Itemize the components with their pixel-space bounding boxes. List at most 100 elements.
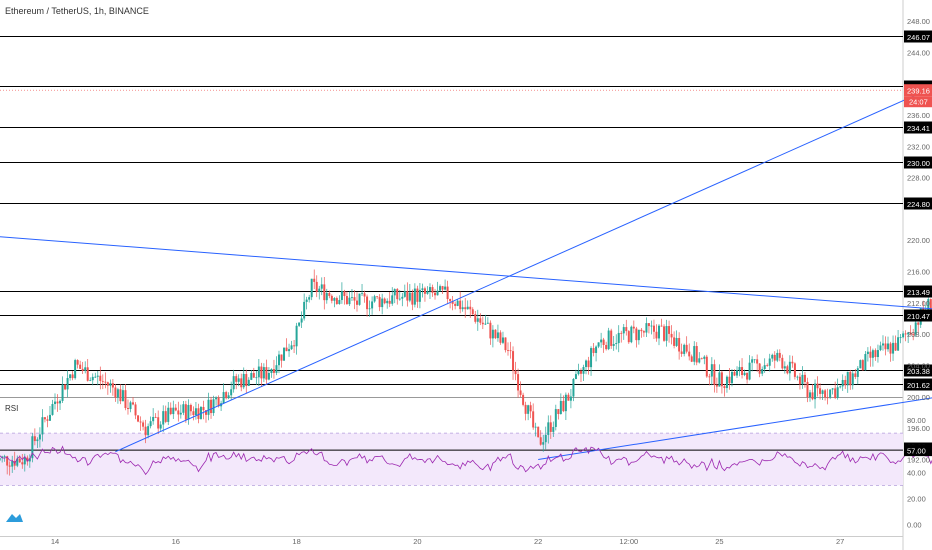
- candle: [137, 415, 140, 423]
- candle-body: [434, 292, 437, 296]
- candle-body: [164, 411, 167, 422]
- candle: [615, 334, 618, 350]
- candle: [559, 393, 562, 415]
- candle-body: [217, 397, 220, 407]
- candle: [836, 378, 839, 400]
- candle: [139, 416, 142, 431]
- price-tick-label: 236.00: [907, 111, 930, 120]
- candle: [361, 284, 364, 297]
- candle-body: [542, 442, 545, 445]
- candle: [215, 396, 218, 406]
- candle-body: [763, 365, 766, 370]
- candle: [222, 383, 225, 405]
- candle-body: [796, 376, 799, 378]
- candle: [338, 295, 341, 305]
- candle: [585, 359, 588, 375]
- candle: [36, 437, 39, 449]
- candle-body: [59, 400, 62, 404]
- candle-body: [403, 291, 406, 297]
- candle-body: [912, 333, 915, 335]
- candle-body: [809, 392, 811, 398]
- candle: [713, 359, 716, 393]
- candle-body: [660, 325, 663, 327]
- candle-body: [358, 293, 361, 305]
- candle-body: [275, 365, 278, 373]
- candle: [562, 395, 565, 413]
- candle: [325, 288, 328, 304]
- candle-body: [16, 458, 19, 466]
- candle: [391, 287, 394, 306]
- candle-body: [56, 401, 59, 404]
- candle-body: [700, 358, 703, 360]
- candle: [272, 359, 275, 379]
- candle: [149, 416, 152, 429]
- candle-body: [323, 284, 326, 301]
- candle-body: [474, 314, 477, 322]
- candle-body: [376, 296, 379, 298]
- candle-body: [356, 300, 358, 305]
- candle: [469, 299, 472, 318]
- tradingview-logo: [6, 514, 23, 522]
- candle-body: [386, 300, 389, 304]
- candle: [210, 396, 213, 419]
- level-tag-bg: [904, 364, 932, 377]
- candle-body: [758, 363, 761, 374]
- candle-body: [71, 374, 74, 379]
- candle: [134, 402, 137, 420]
- candle-body: [61, 384, 64, 401]
- candle-body: [587, 360, 590, 368]
- candle: [761, 366, 764, 377]
- candle: [610, 328, 613, 349]
- candle: [436, 281, 439, 296]
- candle: [101, 374, 104, 390]
- candle: [501, 331, 504, 345]
- candle: [499, 330, 502, 345]
- candle-body: [76, 360, 79, 365]
- candle-body: [798, 376, 801, 385]
- candle: [912, 328, 915, 341]
- candle-body: [670, 333, 673, 338]
- candle: [305, 296, 308, 310]
- candle-body: [280, 354, 283, 361]
- candle-body: [255, 377, 258, 379]
- candle-body: [182, 404, 185, 413]
- time-tick-label: 18: [292, 537, 300, 546]
- candle-body: [489, 322, 492, 339]
- candle: [637, 329, 640, 345]
- candle: [894, 335, 897, 352]
- candle-body: [26, 457, 29, 462]
- candle-body: [562, 400, 565, 412]
- candle-body: [101, 380, 104, 382]
- candle: [89, 377, 92, 382]
- candle-body: [834, 388, 837, 398]
- candle: [11, 455, 14, 473]
- candle: [371, 296, 374, 315]
- candle-body: [361, 293, 364, 295]
- candle-body: [298, 322, 301, 326]
- candle: [393, 288, 396, 304]
- candle: [796, 375, 799, 381]
- price-tick-label: 196.00: [907, 424, 930, 433]
- candle-body: [144, 426, 147, 436]
- candle: [592, 343, 595, 357]
- candle-body: [519, 390, 522, 395]
- candle: [645, 317, 648, 338]
- candle: [746, 372, 749, 384]
- candle-body: [265, 367, 268, 380]
- candle-body: [242, 373, 245, 388]
- level-tag-bg: [904, 285, 932, 298]
- candle-body: [116, 389, 119, 398]
- candle: [899, 333, 902, 344]
- candle: [288, 343, 291, 357]
- candle-body: [1, 456, 4, 458]
- candle-body: [300, 318, 303, 323]
- candle-body: [325, 293, 328, 301]
- candle-body: [184, 404, 187, 420]
- candle: [260, 362, 263, 387]
- candle-body: [461, 307, 464, 310]
- candle: [917, 321, 920, 333]
- candle: [119, 384, 122, 405]
- candle-body: [814, 383, 817, 400]
- candle: [257, 359, 260, 387]
